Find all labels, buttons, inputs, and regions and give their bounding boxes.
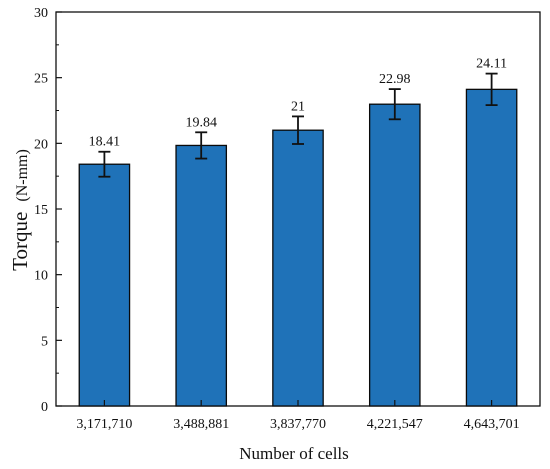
data-label: 22.98 bbox=[379, 72, 411, 87]
y-tick-label: 20 bbox=[34, 137, 48, 152]
y-axis-label-unit: (N-mm) bbox=[14, 149, 31, 201]
x-tick-label: 3,171,710 bbox=[76, 417, 132, 432]
bar bbox=[78, 163, 131, 407]
x-tick-label: 4,643,701 bbox=[464, 417, 520, 432]
data-label: 24.11 bbox=[476, 57, 507, 72]
y-axis-label-main: Torque bbox=[8, 212, 32, 271]
bar bbox=[368, 103, 421, 407]
data-label: 18.41 bbox=[89, 135, 121, 150]
y-tick-label: 5 bbox=[41, 334, 48, 349]
x-axis-label: Number of cells bbox=[239, 444, 349, 463]
bar bbox=[465, 88, 518, 407]
data-label: 21 bbox=[291, 99, 305, 114]
data-label: 19.84 bbox=[185, 115, 217, 130]
y-tick-label: 15 bbox=[34, 203, 48, 218]
bar bbox=[272, 129, 324, 407]
x-tick-label: 3,837,770 bbox=[270, 417, 326, 432]
bar bbox=[175, 144, 228, 407]
y-tick-label: 25 bbox=[34, 72, 48, 87]
x-tick-label: 4,221,547 bbox=[367, 417, 423, 432]
y-tick-label: 10 bbox=[34, 269, 48, 284]
y-tick-label: 30 bbox=[34, 6, 48, 21]
x-tick-label: 3,488,881 bbox=[173, 417, 229, 432]
y-axis-label: Torque (N-mm) bbox=[8, 149, 32, 271]
y-tick-label: 0 bbox=[41, 400, 48, 415]
